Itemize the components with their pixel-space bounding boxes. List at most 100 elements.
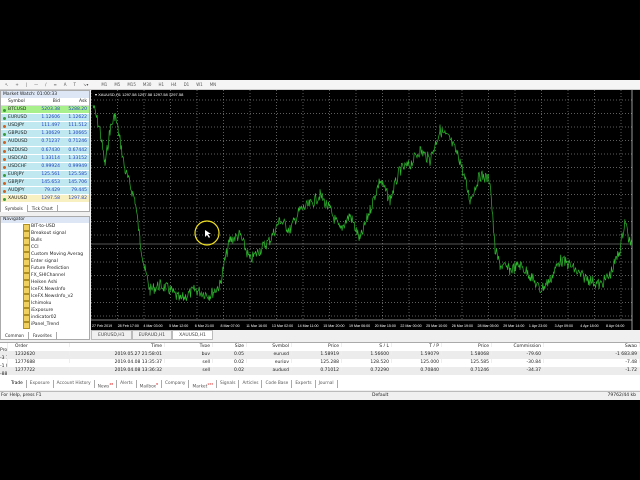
- bid-price: 5203.38: [41, 107, 60, 113]
- navigator-indicator[interactable]: FX_SHIChannel: [1, 272, 89, 280]
- chart-tab[interactable]: EURUSD,H1: [91, 330, 132, 340]
- terminal-tab-market[interactable]: Market133: [189, 380, 217, 389]
- symbol-row[interactable]: GBPUSD 1.30629 1.30665: [1, 130, 89, 139]
- col-header[interactable]: Profit: [0, 347, 8, 351]
- timeframe-w1[interactable]: W1: [196, 82, 203, 87]
- navigator-indicator[interactable]: BIT-to-USD: [1, 223, 89, 231]
- terminal-tab-articles[interactable]: Articles: [239, 380, 263, 388]
- col-header[interactable]: Time: [70, 343, 165, 347]
- chart-tab[interactable]: XAUUSD,H1: [172, 330, 213, 340]
- col-ask[interactable]: Ask: [78, 99, 87, 104]
- timeframe-m5[interactable]: M5: [114, 82, 121, 87]
- order-row[interactable]: 1232620 2019.05.27 21:58:01 buy 0.05 eurusd 1…: [0, 351, 640, 359]
- timeframe-m15[interactable]: M15: [127, 82, 136, 87]
- terminal-tab-experts[interactable]: Experts: [292, 380, 316, 388]
- navigator-indicator[interactable]: IceFX.NewsInfo_v2: [1, 293, 89, 301]
- symbol-row[interactable]: AUDUSD 0.71237 0.71246: [1, 138, 89, 147]
- terminal-tab-code-base[interactable]: Code Base: [262, 380, 293, 388]
- horizontal-line-icon[interactable]: —: [34, 82, 39, 87]
- bid-price: 1297.58: [41, 196, 60, 202]
- navigator-indicator[interactable]: Enter signal: [1, 258, 89, 266]
- tab-favorites[interactable]: Favorites: [29, 332, 57, 339]
- symbol-row[interactable]: USDCAD 1.33114 1.33152: [1, 154, 89, 163]
- navigator-indicator[interactable]: Ichimoku: [1, 300, 89, 308]
- col-header[interactable]: Price: [442, 343, 492, 347]
- navigator-indicator[interactable]: iPanel_Trend: [1, 321, 89, 329]
- mouse-cursor-icon: [205, 230, 211, 238]
- time-tick-label: 4 Mar 03:00: [143, 324, 162, 328]
- order-row[interactable]: 1277688 2019.04.08 13:35:37 sell 0.02 eurjpy…: [0, 359, 640, 367]
- chart-tab[interactable]: EURAUD,H1: [131, 330, 173, 340]
- order-row[interactable]: 1277722 2019.04.08 13:36:32 sell 0.02 audusd…: [0, 367, 640, 375]
- timeframe-d1[interactable]: D1: [183, 82, 190, 87]
- navigator-indicator[interactable]: Custom Moving Averag: [1, 251, 89, 259]
- order-cell: 0.72290: [342, 367, 392, 371]
- bid-price: 0.99924: [41, 163, 60, 169]
- tab-label: Account History: [56, 381, 91, 386]
- col-symbol[interactable]: Symbol: [8, 99, 25, 104]
- ask-price: 125.585: [68, 171, 87, 177]
- symbol-row[interactable]: BTCUSD 5203.38 5288.20: [1, 106, 89, 115]
- label-icon[interactable]: T: [73, 82, 76, 87]
- order-cell: eurusd: [247, 351, 292, 355]
- symbol-row[interactable]: USDCHF 0.99924 0.99949: [1, 162, 89, 171]
- terminal-tab-signals[interactable]: Signals: [217, 380, 240, 388]
- navigator-indicator[interactable]: iExposure: [1, 307, 89, 315]
- navigator-indicator[interactable]: indicator02: [1, 314, 89, 322]
- symbol-row[interactable]: GBPJPY 145.653 145.706: [1, 178, 89, 188]
- symbol-row[interactable]: NZDUSD 0.67430 0.67442: [1, 146, 89, 155]
- timeframe-m1[interactable]: M1: [101, 82, 108, 87]
- navigator-indicator[interactable]: Heiken Ashi: [1, 279, 89, 287]
- crosshair-icon[interactable]: +: [15, 82, 19, 87]
- cursor-icon[interactable]: ↖: [5, 82, 9, 87]
- tab-label: Mailbox: [139, 384, 157, 390]
- terminal-tab-journal[interactable]: Journal: [316, 380, 338, 388]
- navigator-indicator[interactable]: Future Prediction: [1, 265, 89, 273]
- bid-price: 0.67430: [41, 147, 60, 153]
- trendline-icon[interactable]: /: [45, 82, 47, 87]
- col-header[interactable]: Type: [165, 343, 213, 347]
- symbol-row[interactable]: EURJPY 125.561 125.585: [1, 170, 89, 179]
- symbol-name: GBPJPY: [1, 179, 35, 186]
- terminal-tab-mailbox[interactable]: Mailbox8: [137, 380, 163, 390]
- arrows-icon[interactable]: ↘▾: [83, 82, 89, 87]
- tab-badge: 28: [109, 382, 114, 386]
- timeframe-mn[interactable]: MN: [209, 82, 217, 87]
- tab-tick-chart[interactable]: Tick Chart: [28, 205, 58, 212]
- col-header[interactable]: Commission: [492, 343, 544, 347]
- terminal-tab-alerts[interactable]: Alerts: [117, 380, 137, 388]
- cursor-highlight: [194, 220, 220, 246]
- col-header[interactable]: T / P: [392, 343, 442, 347]
- col-header[interactable]: Symbol: [247, 343, 292, 347]
- symbol-row[interactable]: USDJPY 111.497 111.512: [1, 122, 89, 131]
- col-header[interactable]: Swap: [544, 343, 640, 347]
- col-header[interactable]: Price: [292, 343, 342, 347]
- tab-symbols[interactable]: Symbols: [1, 205, 28, 212]
- navigator-indicator[interactable]: Bulls: [1, 237, 89, 245]
- navigator-indicator[interactable]: IceFX.NewsInfo: [1, 286, 89, 294]
- terminal-tab-news[interactable]: News28: [95, 380, 118, 389]
- fibonacci-icon[interactable]: ≡: [53, 82, 57, 87]
- text-icon[interactable]: A: [63, 82, 67, 87]
- symbol-row[interactable]: EURUSD 1.12606 1.12622: [1, 114, 89, 123]
- symbol-row[interactable]: AUDJPY 79.429 79.445: [1, 187, 89, 196]
- vertical-line-icon[interactable]: |: [25, 82, 28, 87]
- col-header[interactable]: Order: [8, 343, 70, 347]
- symbol-row[interactable]: XAUUSD 1297.58 1297.82: [1, 195, 89, 204]
- tab-common[interactable]: Common: [1, 332, 29, 339]
- navigator-indicator[interactable]: Breakout signal: [1, 230, 89, 238]
- tab-badge: 133: [207, 382, 213, 386]
- terminal-tabs: Trade Exposure Account History News28 Alerts…: [8, 380, 338, 390]
- terminal-tab-exposure[interactable]: Exposure: [27, 380, 54, 388]
- timeframe-m30[interactable]: M30: [142, 82, 152, 87]
- navigator-indicator[interactable]: CCI: [1, 244, 89, 252]
- terminal-tab-trade[interactable]: Trade: [8, 380, 27, 388]
- terminal-tab-company[interactable]: Company: [162, 380, 190, 388]
- col-header[interactable]: S / L: [342, 343, 392, 347]
- col-header[interactable]: Size: [213, 343, 247, 347]
- col-bid[interactable]: Bid: [52, 99, 60, 104]
- price-chart[interactable]: ▾ XAUUSD,H1 1297.58 1297.58 1297.58 1297…: [90, 90, 640, 340]
- timeframe-h1[interactable]: H1: [158, 82, 165, 87]
- terminal-tab-account-history[interactable]: Account History: [54, 380, 95, 388]
- timeframe-h4[interactable]: H4: [171, 82, 177, 87]
